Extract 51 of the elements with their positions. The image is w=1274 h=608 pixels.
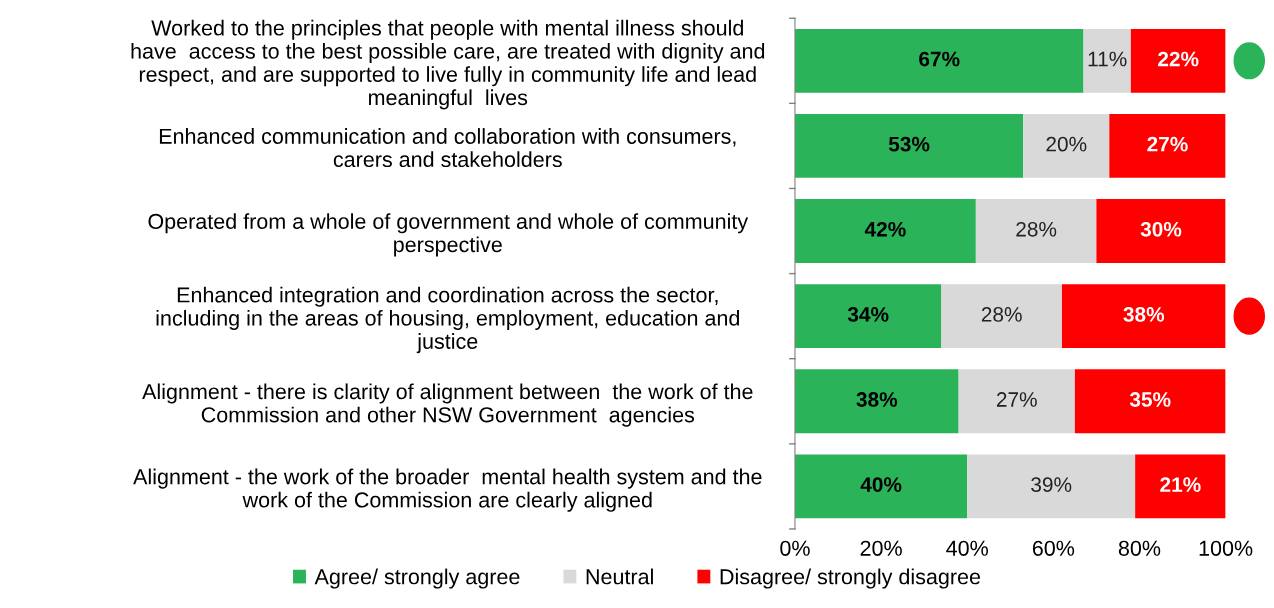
x-tick-label: 80% xyxy=(1118,540,1161,556)
y-tick-label: Enhanced integration and coordination across the sector, including in the areas of housing, employment, education and justice xyxy=(156,286,739,354)
bar xyxy=(794,28,1084,93)
bar xyxy=(1061,284,1226,349)
bar xyxy=(958,369,1075,434)
bar xyxy=(1135,454,1226,519)
data-label: 67% xyxy=(919,51,960,67)
legend-label: Agree/ strongly agree xyxy=(314,568,520,589)
data-label: 21% xyxy=(1160,477,1201,492)
bar xyxy=(794,454,968,519)
data-label: 27% xyxy=(996,392,1037,407)
data-label: 28% xyxy=(981,307,1022,322)
data-label: 28% xyxy=(1016,221,1057,237)
bar xyxy=(967,454,1136,519)
data-label: 35% xyxy=(1129,392,1171,407)
y-tick-label: Worked to the principles that people with mental illness should have access to the best possible care, are treated with dignity and respect, and are supported to live fully in community life and lead meaningful lives xyxy=(131,19,765,110)
data-label: 27% xyxy=(1147,136,1188,152)
x-tick-label: 60% xyxy=(1032,540,1075,556)
x-tick-label: 0% xyxy=(780,540,810,556)
bar xyxy=(794,284,942,349)
data-label: 22% xyxy=(1158,51,1199,67)
data-label: 38% xyxy=(1123,307,1165,322)
bar xyxy=(794,199,976,263)
legend-label: Neutral xyxy=(586,568,653,585)
data-label: 34% xyxy=(847,307,889,322)
data-label: 39% xyxy=(1031,477,1072,492)
bar xyxy=(1109,114,1226,178)
y-tick-label: Enhanced communication and collaboration with consumers, carers and stakeholders xyxy=(159,128,736,168)
x-tick-label: 20% xyxy=(860,540,902,556)
data-label: 42% xyxy=(864,221,906,237)
bar xyxy=(1023,114,1110,178)
bar xyxy=(1083,28,1131,93)
bar xyxy=(794,114,1024,178)
bar xyxy=(1096,199,1226,263)
data-label: 38% xyxy=(856,392,898,407)
bar xyxy=(941,284,1062,349)
data-label: 40% xyxy=(860,477,902,492)
data-label: 20% xyxy=(1046,136,1087,152)
bar xyxy=(794,369,959,434)
bar xyxy=(975,199,1097,263)
x-tick-label: 100% xyxy=(1199,540,1253,556)
bar xyxy=(1130,28,1226,93)
data-label: 30% xyxy=(1140,221,1182,237)
data-label: 53% xyxy=(888,136,930,152)
legend-label: Disagree/ strongly disagree xyxy=(720,568,981,589)
data-label: 11% xyxy=(1088,51,1127,67)
y-tick-label: Operated from a whole of government and whole of community perspective xyxy=(148,213,749,257)
y-tick-label: Alignment - the work of the broader mental health system and the work of the Commission are clearly aligned xyxy=(133,468,762,512)
x-tick-label: 40% xyxy=(946,540,988,556)
y-tick-label: Alignment - there is clarity of alignment between the work of the Commission and other NSW Government agencies xyxy=(142,383,753,427)
bar xyxy=(1074,369,1226,434)
